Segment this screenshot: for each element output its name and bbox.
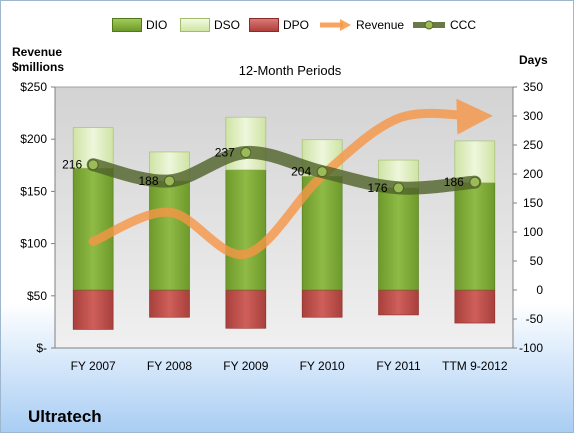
legend-label-dpo: DPO — [283, 18, 310, 32]
chart-title: 12-Month Periods — [238, 63, 342, 78]
ccc-point-0 — [87, 159, 99, 171]
ccc-data-label-2: 237 — [215, 146, 235, 160]
legend-label-revenue: Revenue — [356, 18, 405, 32]
legend-swatch-revenue — [320, 19, 351, 31]
revenue-line — [88, 98, 493, 259]
dio-bar-1 — [149, 180, 190, 291]
dpo-bar-4 — [378, 289, 419, 316]
right-tick-label-1: -50 — [526, 312, 544, 326]
dio-bar-0 — [72, 167, 114, 291]
legend-swatch-dpo — [249, 18, 279, 32]
ccc-point-1 — [164, 175, 175, 187]
left-tick-label-2: $100 — [20, 237, 47, 251]
legend-swatch-ccc — [413, 20, 445, 30]
legend-item-dso: DSO — [180, 16, 240, 34]
right-tick-label-4: 100 — [523, 225, 543, 239]
legend-item-dio: DIO — [112, 16, 167, 34]
right-tick-label-5: 150 — [523, 196, 543, 210]
left-axis-title-line1: Revenue — [12, 45, 63, 59]
dio-bar-4 — [378, 187, 419, 291]
dio-bar-2 — [225, 169, 267, 291]
left-tick-label-5: $250 — [20, 80, 47, 94]
x-tick-label-2: FY 2009 — [223, 359, 268, 373]
dpo-bar-0 — [72, 289, 114, 330]
ccc-data-label-4: 176 — [367, 181, 387, 195]
legend-swatch-dio — [112, 18, 142, 32]
x-tick-label-4: FY 2011 — [376, 359, 421, 373]
legend-item-dpo: DPO — [249, 16, 309, 34]
legend-label-ccc: CCC — [450, 18, 476, 32]
legend: DIO DSO DPO Revenue CCC — [0, 16, 574, 34]
ccc-data-label-5: 186 — [444, 175, 464, 189]
left-tick-label-1: $50 — [27, 289, 47, 303]
left-axis-title-line2: $millions — [12, 60, 65, 74]
right-tick-label-7: 250 — [523, 138, 543, 152]
right-tick-label-8: 300 — [523, 109, 543, 123]
dpo-bar-1 — [149, 289, 190, 318]
dpo-bar-2 — [225, 289, 267, 329]
legend-item-ccc: CCC — [412, 16, 476, 34]
ccc-point-3 — [316, 166, 328, 178]
ccc-data-label-3: 204 — [291, 165, 311, 179]
dpo-bar-5 — [454, 289, 496, 324]
ccc-point-4 — [393, 182, 404, 194]
x-tick-label-0: FY 2007 — [71, 359, 116, 373]
left-tick-label-3: $150 — [20, 184, 47, 198]
ccc-point-5 — [469, 176, 481, 188]
legend-item-revenue: Revenue — [318, 16, 404, 34]
legend-label-dio: DIO — [146, 18, 168, 32]
right-tick-label-6: 200 — [523, 167, 543, 181]
right-tick-label-3: 50 — [530, 254, 544, 268]
x-tick-label-1: FY 2008 — [147, 359, 192, 373]
left-tick-label-4: $200 — [20, 132, 47, 146]
legend-swatch-dso — [180, 18, 210, 32]
company-name: Ultratech — [28, 407, 102, 426]
x-tick-label-5: TTM 9-2012 — [442, 359, 508, 373]
right-axis-title: Days — [519, 53, 548, 67]
ccc-point-2 — [240, 147, 252, 159]
legend-label-dso: DSO — [214, 18, 241, 32]
ccc-data-label-0: 216 — [62, 158, 82, 172]
left-tick-label-0: $- — [36, 341, 47, 355]
x-tick-label-3: FY 2010 — [300, 359, 345, 373]
dpo-bar-3 — [301, 289, 343, 318]
left-axis-title: Revenue $millions — [12, 45, 64, 75]
right-tick-label-9: 350 — [523, 80, 543, 94]
ccc-data-label-1: 188 — [138, 174, 158, 188]
dio-bar-5 — [454, 182, 496, 291]
right-tick-label-0: -100 — [519, 341, 543, 355]
right-tick-label-2: 0 — [536, 283, 543, 297]
